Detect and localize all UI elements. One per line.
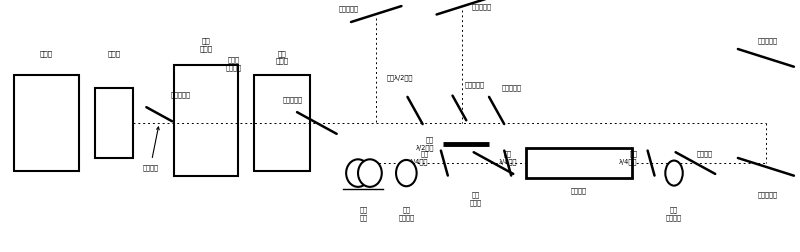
- Text: 第三反射镜: 第三反射镜: [471, 4, 491, 10]
- Text: 第二反射镜: 第二反射镜: [758, 191, 778, 198]
- Text: 第二偏振片: 第二偏振片: [465, 81, 485, 88]
- Text: 燕石英棒: 燕石英棒: [571, 187, 587, 194]
- Text: 第二
偏振片: 第二 偏振片: [470, 191, 482, 205]
- Text: 第四偏振片: 第四偏振片: [170, 91, 190, 98]
- Text: 第二
λ/4波片: 第二 λ/4波片: [498, 150, 517, 164]
- Bar: [174, 66, 238, 176]
- Bar: [14, 76, 79, 171]
- Text: 第一
放大级: 第一 放大级: [199, 38, 213, 52]
- Text: 第一
λ/4波片: 第一 λ/4波片: [410, 150, 429, 164]
- Text: 热效应
补偿系统: 热效应 补偿系统: [226, 56, 242, 70]
- Text: 第一偏振片: 第一偏振片: [283, 96, 303, 103]
- Text: 第一反射镜: 第一反射镜: [758, 38, 778, 44]
- Text: 激光输出: 激光输出: [142, 128, 159, 170]
- Text: 第一
耦合透镜: 第一 耦合透镜: [398, 206, 414, 220]
- Text: 第二偏振片: 第二偏振片: [502, 84, 522, 90]
- Text: 隔离器: 隔离器: [107, 50, 121, 56]
- Text: 耦合透镜: 耦合透镜: [697, 150, 713, 156]
- Text: 第二
放大级: 第二 放大级: [275, 50, 289, 64]
- Text: 锥度
光纤: 锥度 光纤: [359, 206, 367, 220]
- Text: 振荡级: 振荡级: [39, 50, 53, 56]
- Bar: [95, 88, 133, 159]
- Text: 第二
λ/4波片: 第二 λ/4波片: [619, 150, 638, 164]
- Bar: [526, 148, 632, 178]
- Ellipse shape: [358, 160, 382, 187]
- Text: 第四反射镜: 第四反射镜: [338, 5, 358, 12]
- Ellipse shape: [666, 161, 682, 186]
- Ellipse shape: [346, 160, 370, 187]
- Ellipse shape: [396, 160, 417, 186]
- Text: 第一λ/2波片: 第一λ/2波片: [387, 74, 413, 80]
- Bar: [254, 76, 310, 171]
- Text: 第二
λ/2波片: 第二 λ/2波片: [416, 136, 434, 150]
- Text: 第二
耦合透镜: 第二 耦合透镜: [666, 206, 682, 220]
